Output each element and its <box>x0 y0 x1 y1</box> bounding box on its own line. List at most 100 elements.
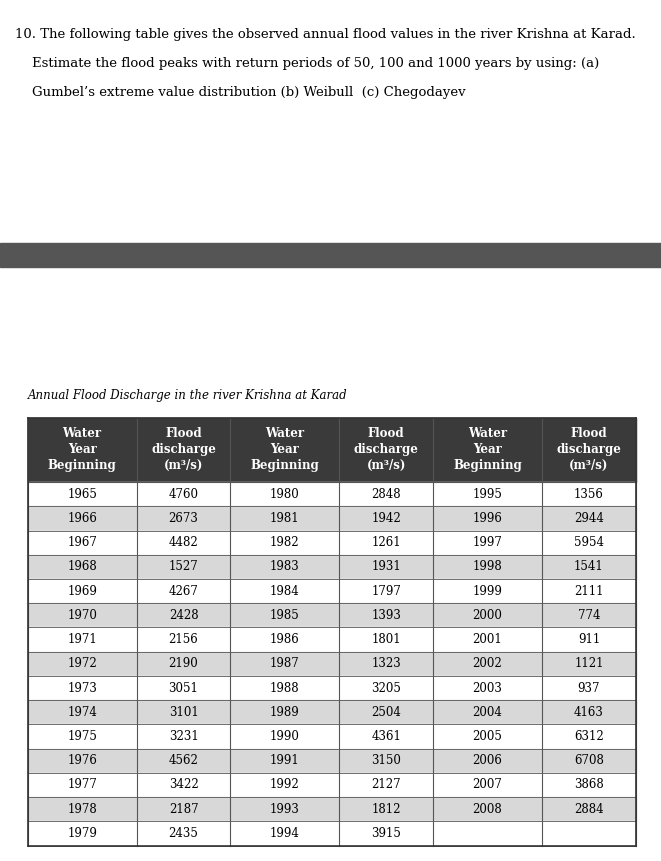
Text: 2002: 2002 <box>473 657 502 671</box>
Bar <box>231 773 339 797</box>
Text: 2006: 2006 <box>473 754 502 767</box>
Bar <box>542 506 636 530</box>
Text: 1996: 1996 <box>473 512 502 525</box>
Text: Gumbel’s extreme value distribution (b) Weibull  (c) Chegodayev: Gumbel’s extreme value distribution (b) … <box>15 86 465 99</box>
Bar <box>28 530 137 554</box>
Text: 1970: 1970 <box>67 609 97 622</box>
Text: 2000: 2000 <box>473 609 502 622</box>
Bar <box>433 773 542 797</box>
Text: 1981: 1981 <box>270 512 299 525</box>
Bar <box>137 748 231 773</box>
Text: 1973: 1973 <box>67 682 97 695</box>
Bar <box>542 628 636 652</box>
Bar <box>339 482 433 506</box>
Text: 1971: 1971 <box>67 633 97 646</box>
Bar <box>137 418 231 482</box>
Bar <box>231 418 339 482</box>
Text: 1994: 1994 <box>270 827 300 839</box>
Text: 1984: 1984 <box>270 585 299 598</box>
Text: 2435: 2435 <box>169 827 198 839</box>
Text: 1121: 1121 <box>574 657 603 671</box>
Text: 1972: 1972 <box>67 657 97 671</box>
Bar <box>542 700 636 724</box>
Bar <box>339 604 433 628</box>
Text: 1983: 1983 <box>270 561 299 573</box>
Text: 4562: 4562 <box>169 754 198 767</box>
Text: 1968: 1968 <box>67 561 97 573</box>
Bar <box>28 506 137 530</box>
Text: 1986: 1986 <box>270 633 299 646</box>
Bar <box>542 579 636 604</box>
Text: 2156: 2156 <box>169 633 198 646</box>
Text: 1999: 1999 <box>473 585 502 598</box>
Bar <box>542 482 636 506</box>
Bar <box>231 579 339 604</box>
Bar <box>137 604 231 628</box>
Bar <box>137 482 231 506</box>
Text: 1541: 1541 <box>574 561 603 573</box>
Bar <box>231 724 339 748</box>
Bar <box>137 530 231 554</box>
Bar <box>433 652 542 676</box>
Text: 1987: 1987 <box>270 657 299 671</box>
Bar <box>231 628 339 652</box>
Bar <box>28 773 137 797</box>
Text: 1991: 1991 <box>270 754 299 767</box>
Text: 937: 937 <box>578 682 600 695</box>
Text: Annual Flood Discharge in the river Krishna at Karad: Annual Flood Discharge in the river Kris… <box>28 389 348 402</box>
Text: 2004: 2004 <box>473 706 502 719</box>
Text: 1990: 1990 <box>270 730 300 743</box>
Text: 3101: 3101 <box>169 706 198 719</box>
Text: 2848: 2848 <box>371 488 401 501</box>
Bar <box>231 482 339 506</box>
Bar <box>137 700 231 724</box>
Bar <box>433 506 542 530</box>
Text: 1931: 1931 <box>371 561 401 573</box>
Bar <box>28 676 137 700</box>
Text: 2187: 2187 <box>169 802 198 815</box>
Bar <box>433 418 542 482</box>
Bar <box>542 604 636 628</box>
Bar <box>137 773 231 797</box>
Bar <box>542 676 636 700</box>
Text: 774: 774 <box>578 609 600 622</box>
Text: 1801: 1801 <box>371 633 401 646</box>
Text: 1979: 1979 <box>67 827 97 839</box>
Bar <box>542 418 636 482</box>
Bar <box>231 676 339 700</box>
Bar <box>28 628 137 652</box>
Text: 3205: 3205 <box>371 682 401 695</box>
Bar <box>28 700 137 724</box>
Text: 2944: 2944 <box>574 512 604 525</box>
Bar <box>433 797 542 821</box>
Text: 1989: 1989 <box>270 706 299 719</box>
Text: 5954: 5954 <box>574 536 604 549</box>
Bar <box>542 797 636 821</box>
Bar <box>339 530 433 554</box>
Text: 1978: 1978 <box>67 802 97 815</box>
Bar <box>28 579 137 604</box>
Text: 1995: 1995 <box>473 488 502 501</box>
Bar <box>137 628 231 652</box>
Bar <box>433 724 542 748</box>
Text: Flood
discharge
(m³/s): Flood discharge (m³/s) <box>354 427 418 473</box>
Text: Water
Year
Beginning: Water Year Beginning <box>48 427 116 473</box>
Bar <box>137 724 231 748</box>
Bar <box>28 604 137 628</box>
Bar <box>433 579 542 604</box>
Text: 1982: 1982 <box>270 536 299 549</box>
Text: 1980: 1980 <box>270 488 299 501</box>
Bar <box>433 482 542 506</box>
Text: 2504: 2504 <box>371 706 401 719</box>
Bar <box>542 652 636 676</box>
Bar <box>231 554 339 579</box>
Text: 911: 911 <box>578 633 600 646</box>
Text: 6708: 6708 <box>574 754 604 767</box>
Bar <box>542 773 636 797</box>
Text: 1993: 1993 <box>270 802 300 815</box>
Text: 2007: 2007 <box>473 778 502 791</box>
Bar <box>542 724 636 748</box>
Bar <box>28 554 137 579</box>
Bar <box>137 506 231 530</box>
Text: 1942: 1942 <box>371 512 401 525</box>
